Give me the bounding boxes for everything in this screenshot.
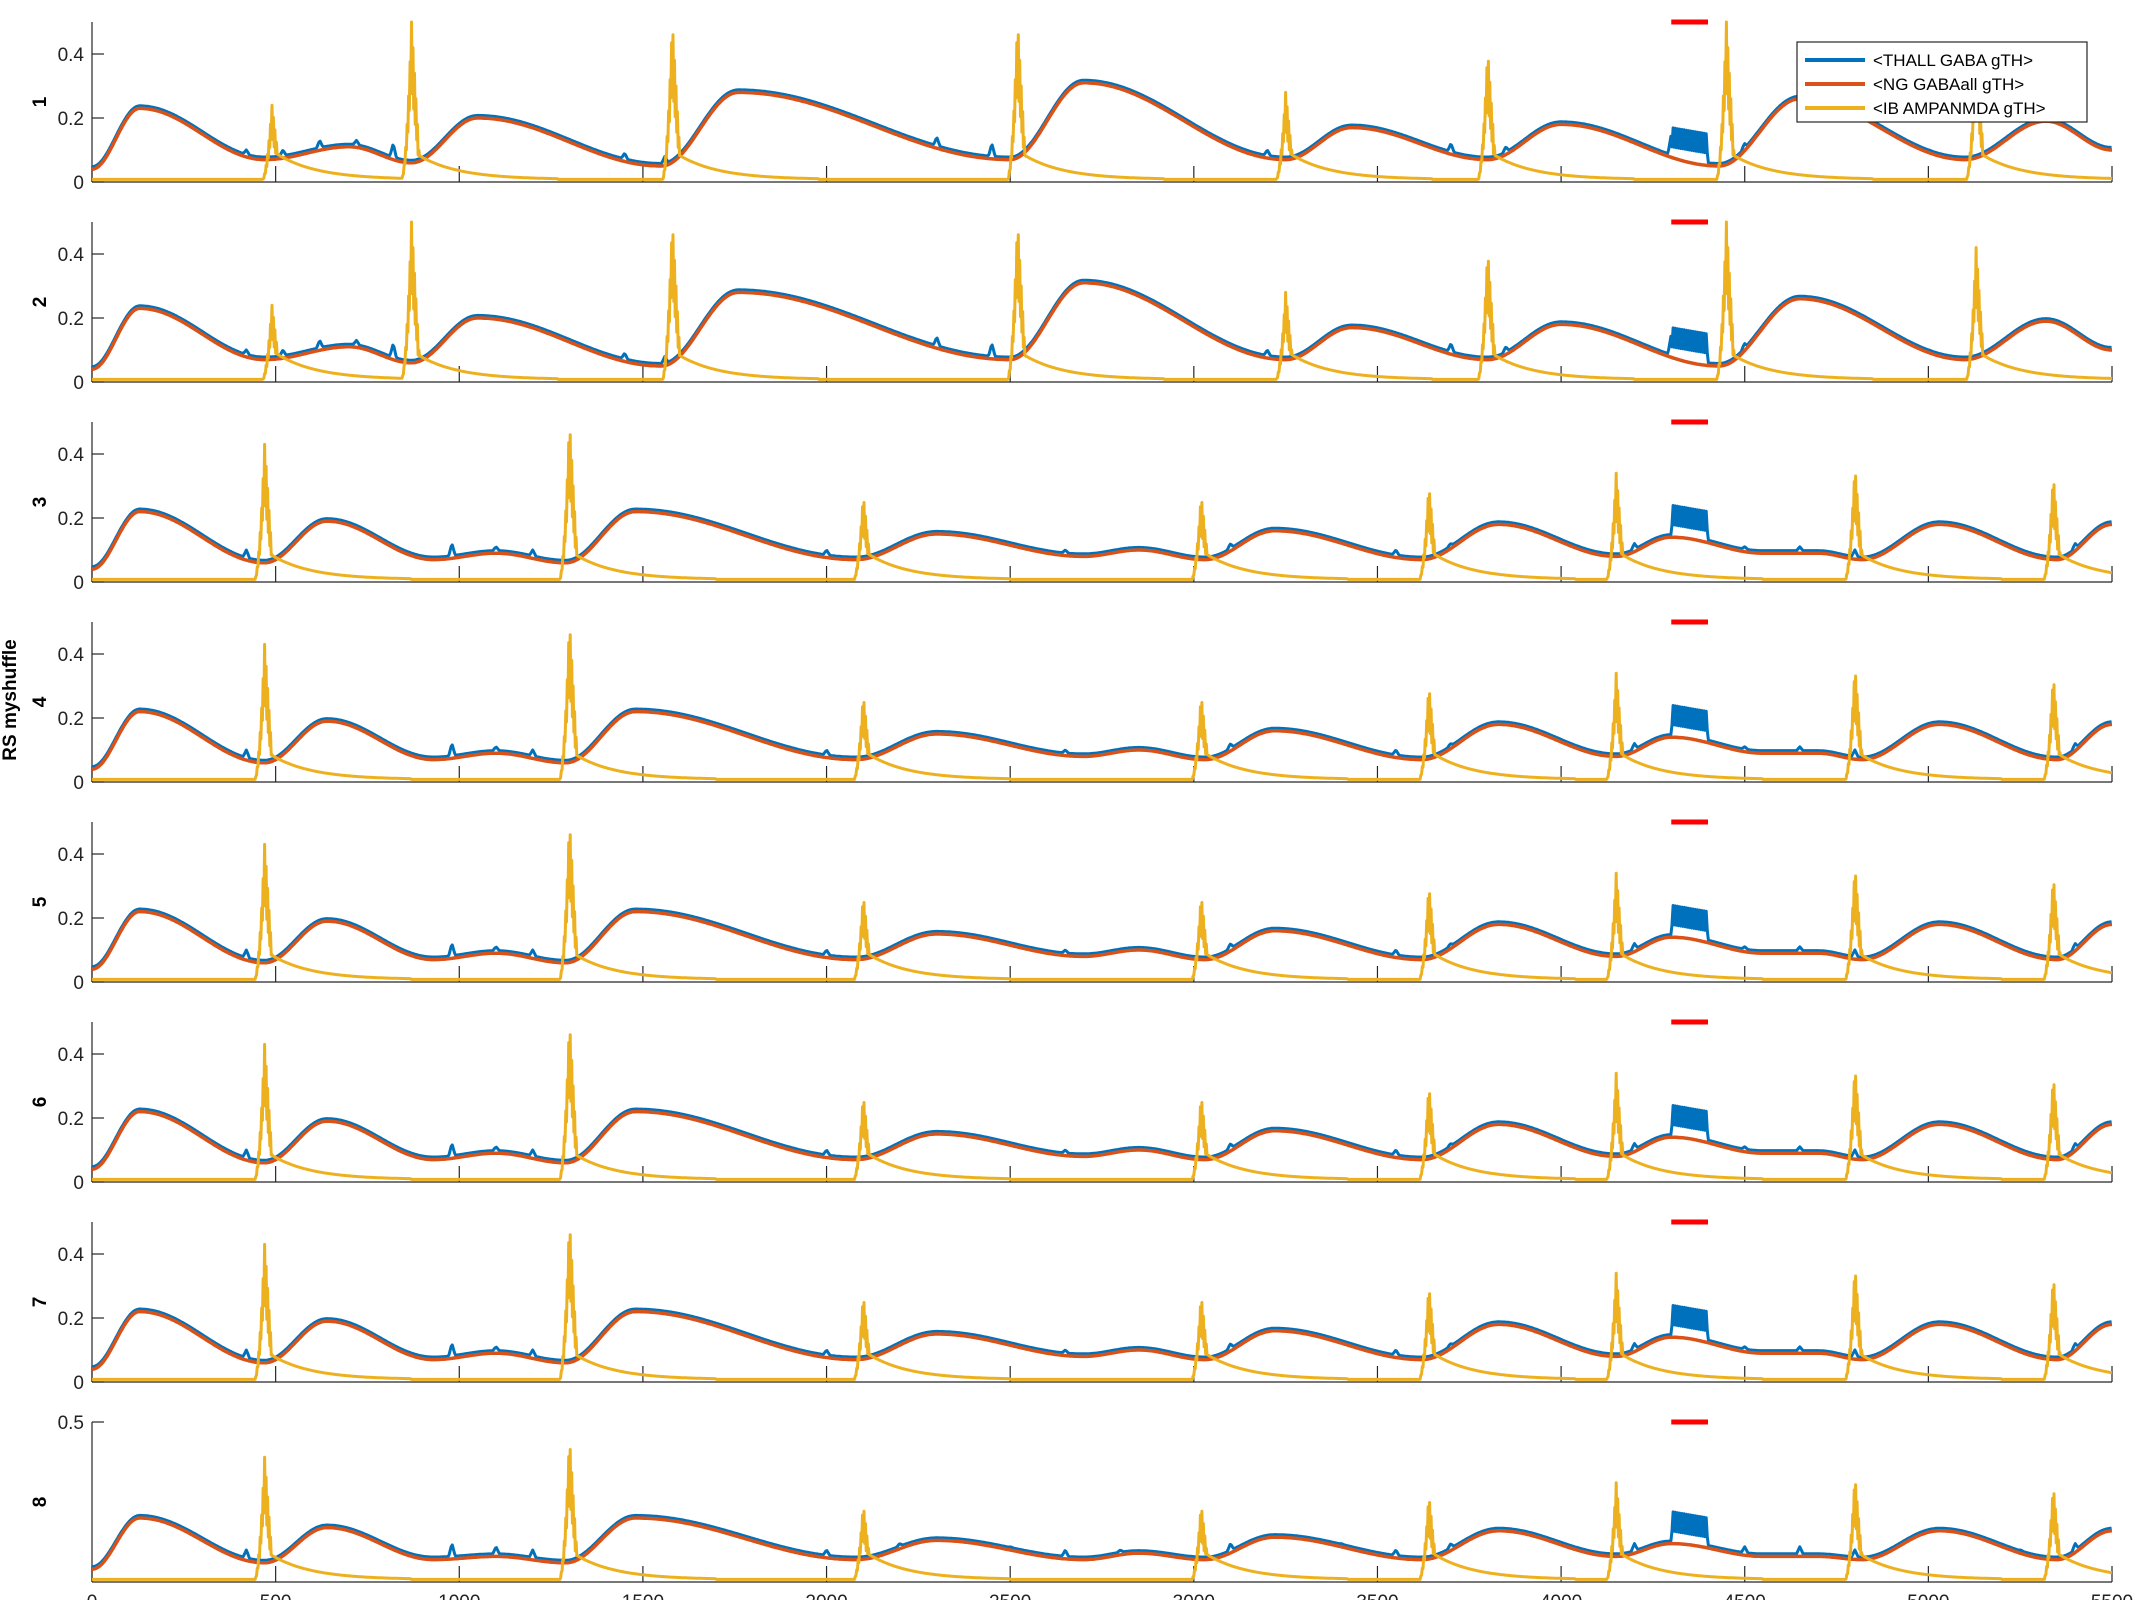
series-thall-gaba-line xyxy=(92,1104,2112,1169)
y-tick-label: 0.4 xyxy=(58,245,85,266)
subplot-4: 0 0.2 0.4 4 xyxy=(30,619,2113,794)
y-tick-label: 0.2 xyxy=(58,109,84,130)
x-tick-label: 1000 xyxy=(438,1592,480,1600)
y-tick-label: 0.5 xyxy=(58,1413,84,1434)
panel-label-7: 7 xyxy=(30,1297,51,1308)
x-tick-label: 2500 xyxy=(989,1592,1031,1600)
series-thall-gaba-line xyxy=(92,278,2112,369)
y-tick-label: 0.4 xyxy=(58,845,85,866)
series-ib-ampanmda-line xyxy=(92,633,2112,781)
y-tick-label: 0.2 xyxy=(58,909,84,930)
y-tick-label: 0.2 xyxy=(58,709,84,730)
figure-y-label: RS myshuffle xyxy=(0,639,21,760)
series-thall-gaba-line xyxy=(92,1510,2112,1569)
panel-label-8: 8 xyxy=(30,1497,51,1508)
series-ng-gaba-line xyxy=(92,1309,2112,1371)
x-tick-label: 2000 xyxy=(805,1592,847,1600)
subplot-1: 0 0.2 0.4 1 xyxy=(30,19,2113,194)
series-ib-ampanmda-line xyxy=(92,1448,2112,1581)
x-tick-label: 4000 xyxy=(1540,1592,1582,1600)
x-tick-label: 3500 xyxy=(1356,1592,1398,1600)
plot-area xyxy=(92,633,2112,781)
y-tick-label: 0.4 xyxy=(58,1245,85,1266)
series-thall-gaba-line xyxy=(92,1304,2112,1369)
subplot-6: 0 0.2 0.4 6 xyxy=(30,1019,2113,1194)
series-ng-gaba-line xyxy=(92,1109,2112,1171)
y-tick-label: 0 xyxy=(73,773,84,794)
series-thall-gaba-line xyxy=(92,704,2112,769)
subplot-3: 0 0.2 0.4 3 xyxy=(30,419,2113,594)
y-tick-label: 0.2 xyxy=(58,309,84,330)
panel-label-2: 2 xyxy=(30,297,51,308)
series-ng-gaba-line xyxy=(92,509,2112,571)
x-tick-label: 5500 xyxy=(2091,1592,2133,1600)
subplot-7: 0 0.2 0.4 7 xyxy=(30,1219,2113,1394)
x-tick-label: 500 xyxy=(260,1592,292,1600)
plot-area xyxy=(92,20,2112,181)
x-tick-label: 1500 xyxy=(622,1592,664,1600)
series-ib-ampanmda-line xyxy=(92,433,2112,581)
subplot-8: 0.58 xyxy=(30,1413,2113,1583)
series-ib-ampanmda-line xyxy=(92,20,2112,181)
subplot-5: 0 0.2 0.4 5 xyxy=(30,819,2113,994)
legend: <THALL GABA gTH> <NG GABAall gTH> <IB AM… xyxy=(1796,41,2088,123)
x-tick-label: 3000 xyxy=(1173,1592,1215,1600)
panel-label-4: 4 xyxy=(30,696,51,707)
plot-area xyxy=(92,1233,2112,1381)
y-tick-label: 0 xyxy=(73,973,84,994)
y-tick-label: 0.4 xyxy=(58,445,85,466)
series-ib-ampanmda-line xyxy=(92,1233,2112,1381)
x-tick-label: 5000 xyxy=(1907,1592,1949,1600)
y-tick-label: 0.2 xyxy=(58,509,84,530)
plot-area xyxy=(92,220,2112,381)
series-ib-ampanmda-line xyxy=(92,833,2112,981)
y-tick-label: 0 xyxy=(73,1173,84,1194)
subplot-2: 0 0.2 0.4 2 xyxy=(30,219,2113,394)
panel-label-5: 5 xyxy=(30,896,51,907)
y-tick-label: 0.2 xyxy=(58,1309,84,1330)
panel-label-3: 3 xyxy=(30,497,51,508)
series-thall-gaba-line xyxy=(92,904,2112,969)
y-tick-label: 0.4 xyxy=(58,645,85,666)
series-ng-gaba-line xyxy=(92,281,2112,371)
y-tick-label: 0 xyxy=(73,1373,84,1394)
plot-area xyxy=(92,833,2112,981)
y-tick-label: 0.4 xyxy=(58,45,85,66)
series-ng-gaba-line xyxy=(92,709,2112,771)
series-thall-gaba-line xyxy=(92,504,2112,569)
series-ng-gaba-line xyxy=(92,909,2112,971)
y-tick-label: 0.4 xyxy=(58,1045,85,1066)
y-tick-label: 0 xyxy=(73,173,84,194)
series-ng-gaba-line xyxy=(92,1516,2112,1571)
subplot-stack: 0 0.2 0.4 1 0 0.2 0.4 2 0 0.2 0.4 3 0 0.2 0.4 4 0 0.2 0.4 5… xyxy=(30,19,2113,1583)
legend-label-thall-gaba: <THALL GABA gTH> xyxy=(1873,51,2033,70)
y-tick-label: 0 xyxy=(73,373,84,394)
panel-label-1: 1 xyxy=(30,96,51,107)
y-tick-label: 0.2 xyxy=(58,1109,84,1130)
legend-label-ng-gaba: <NG GABAall gTH> xyxy=(1873,75,2024,94)
panel-label-6: 6 xyxy=(30,1097,51,1108)
plot-area xyxy=(92,433,2112,581)
series-ng-gaba-line xyxy=(92,81,2112,171)
legend-label-ib-ampanmda: <IB AMPANMDA gTH> xyxy=(1873,99,2046,118)
y-tick-label: 0 xyxy=(73,573,84,594)
series-ib-ampanmda-line xyxy=(92,1033,2112,1181)
x-tick-label: 0 xyxy=(87,1592,98,1600)
series-ib-ampanmda-line xyxy=(92,220,2112,381)
plot-area xyxy=(92,1033,2112,1181)
plot-area xyxy=(92,1448,2112,1581)
